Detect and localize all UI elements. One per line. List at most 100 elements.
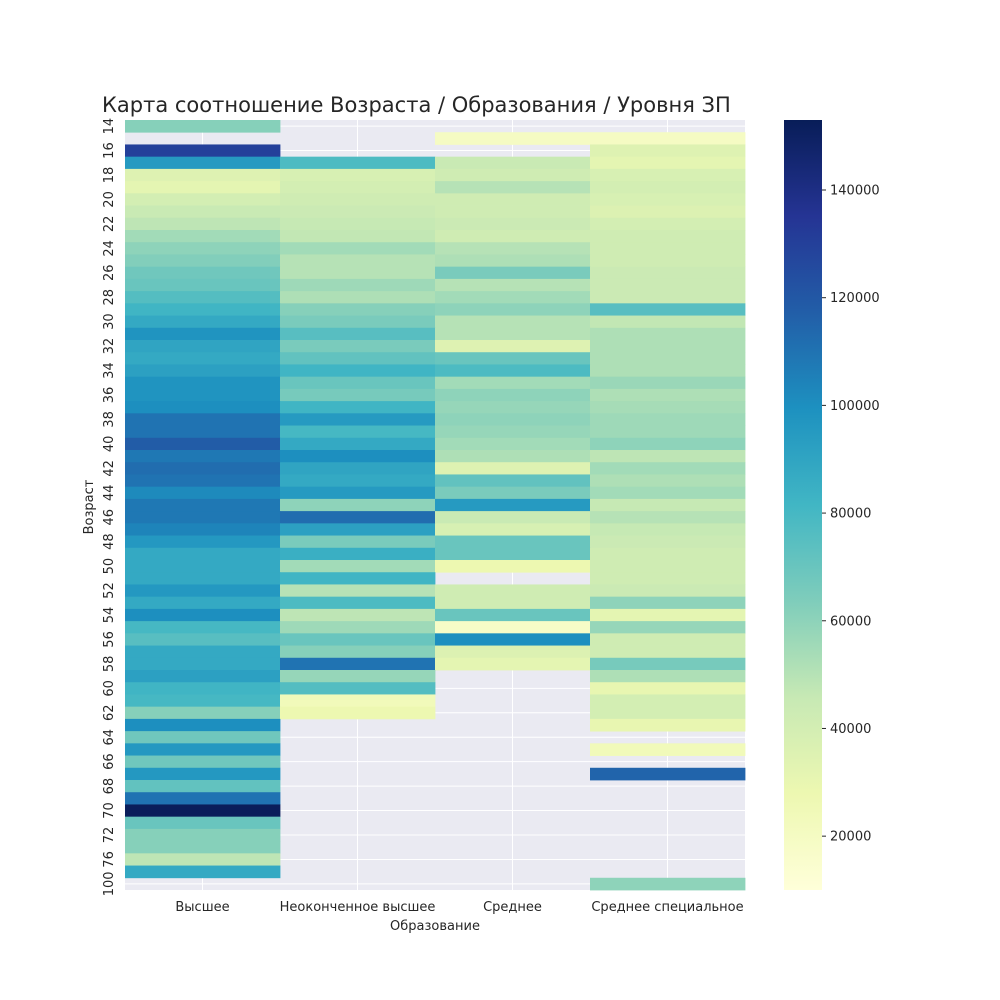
heatmap-cell: [125, 523, 281, 536]
heatmap-cell: [125, 706, 281, 720]
heatmap-cell: [435, 217, 591, 231]
heatmap-cell: [125, 156, 281, 170]
y-tick-label: 28: [102, 289, 117, 306]
heatmap-cell: [590, 205, 746, 219]
heatmap-cell: [590, 694, 746, 708]
heatmap-cell: [125, 804, 281, 818]
heatmap-cell: [125, 437, 281, 451]
heatmap-cell: [590, 303, 746, 316]
heatmap-cell: [125, 352, 281, 365]
heatmap-cell: [125, 596, 281, 610]
x-tick-label: Среднее специальное: [591, 900, 743, 915]
heatmap-cell: [280, 278, 436, 292]
heatmap-cell: [435, 181, 591, 194]
heatmap-cell: [125, 450, 281, 463]
heatmap-cell: [590, 596, 746, 610]
heatmap-cell: [590, 401, 746, 414]
heatmap-cell: [435, 205, 591, 219]
heatmap-cell: [590, 168, 746, 182]
heatmap-cell: [590, 144, 746, 158]
heatmap-cell: [125, 401, 281, 414]
y-tick-label: 40: [102, 436, 117, 453]
heatmap-cell: [280, 254, 436, 268]
heatmap-cell: [590, 181, 746, 194]
y-tick-label: 60: [102, 680, 117, 697]
heatmap-cell: [435, 498, 591, 512]
colorbar-tick-label: 20000: [830, 830, 871, 845]
heatmap-cell: [590, 278, 746, 292]
heatmap-cell: [125, 853, 281, 866]
heatmap-cell: [590, 254, 746, 268]
heatmap-cell: [435, 437, 591, 451]
heatmap-cell: [280, 156, 436, 170]
y-tick-label: 44: [102, 485, 117, 502]
heatmap-cell: [435, 376, 591, 390]
heatmap-cell: [280, 230, 436, 243]
heatmap-cell: [590, 877, 746, 891]
heatmap-cell: [590, 633, 746, 646]
heatmap-cell: [280, 706, 436, 720]
x-tick-label: Неоконченное высшее: [280, 900, 436, 915]
heatmap-cell: [125, 792, 281, 805]
heatmap-cell: [125, 694, 281, 708]
heatmap-cell: [590, 266, 746, 280]
heatmap-cell: [125, 376, 281, 390]
heatmap-cell: [280, 486, 436, 500]
x-axis-label: Образование: [390, 919, 480, 934]
heatmap-cell: [280, 584, 436, 598]
y-tick-label: 50: [102, 558, 117, 575]
heatmap-cell: [125, 865, 281, 879]
heatmap-cell: [125, 547, 281, 561]
heatmap-cell: [435, 266, 591, 280]
heatmap-cell: [125, 560, 281, 573]
heatmap-cell: [590, 474, 746, 488]
heatmap-cell: [125, 682, 281, 695]
heatmap-cell: [280, 327, 436, 341]
x-tick-labels: Высшее Неоконченное высшее Среднее Среднее …: [175, 900, 743, 915]
heatmap-cell: [280, 682, 436, 695]
heatmap-cell: [125, 511, 281, 524]
heatmap-cell: [125, 670, 281, 683]
heatmap-cell: [280, 560, 436, 573]
heatmap-cell: [280, 596, 436, 610]
heatmap-cell: [435, 364, 591, 378]
heatmap-cell: [125, 230, 281, 243]
heatmap-cell: [590, 645, 746, 659]
heatmap-cell: [125, 828, 281, 842]
y-tick-label: 62: [102, 705, 117, 722]
heatmap-cell: [125, 303, 281, 316]
heatmap-cell: [280, 645, 436, 659]
heatmap-cell: [125, 572, 281, 585]
heatmap-cell: [590, 132, 746, 145]
heatmap-cell: [125, 291, 281, 304]
heatmap-cell: [125, 841, 281, 854]
heatmap-cell: [590, 572, 746, 585]
heatmap-cell: [435, 315, 591, 329]
heatmap-cell: [125, 755, 281, 769]
heatmap-cells: [125, 120, 746, 891]
colorbar-tick-label: 100000: [830, 399, 880, 414]
heatmap-cell: [280, 315, 436, 329]
heatmap-cell: [280, 437, 436, 451]
heatmap-cell: [280, 193, 436, 206]
heatmap-cell: [435, 327, 591, 341]
colorbar-tick-label: 80000: [830, 507, 871, 522]
heatmap-cell: [125, 193, 281, 206]
heatmap-cell: [125, 315, 281, 329]
y-tick-label: 42: [102, 460, 117, 477]
heatmap-cell: [280, 498, 436, 512]
heatmap-cell: [280, 657, 436, 671]
y-tick-label: 22: [102, 216, 117, 233]
heatmap-cell: [435, 608, 591, 622]
heatmap-cell: [125, 413, 281, 426]
heatmap-cell: [435, 560, 591, 573]
heatmap-cell: [125, 621, 281, 634]
heatmap-cell: [125, 535, 281, 549]
y-tick-labels: 14 16 18 20 22 24 26 28 30 32 34 36 38 40 42 44 46 48 50 52…: [102, 118, 117, 896]
heatmap-cell: [435, 486, 591, 500]
colorbar: [784, 120, 822, 890]
heatmap-cell: [435, 425, 591, 439]
heatmap-cell: [280, 205, 436, 219]
heatmap-cell: [280, 168, 436, 182]
